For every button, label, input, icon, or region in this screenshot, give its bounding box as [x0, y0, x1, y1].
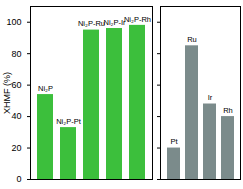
svg-text:XHMF (%): XHMF (%) — [2, 72, 12, 114]
svg-text:80: 80 — [11, 49, 21, 59]
svg-text:Ni₂P-Pt: Ni₂P-Pt — [56, 117, 81, 126]
svg-text:40: 40 — [11, 111, 21, 121]
svg-text:100: 100 — [6, 17, 21, 27]
svg-text:0: 0 — [16, 174, 21, 184]
svg-text:Ni₂P-Ir: Ni₂P-Ir — [103, 18, 126, 27]
svg-text:Ni₂P: Ni₂P — [38, 84, 53, 93]
svg-text:Ir: Ir — [208, 93, 213, 102]
svg-text:Pt: Pt — [170, 137, 178, 146]
svg-text:Rh: Rh — [223, 106, 233, 115]
svg-text:60: 60 — [11, 80, 21, 90]
svg-text:Ni₂P-Ru: Ni₂P-Ru — [78, 19, 105, 28]
svg-text:20: 20 — [11, 143, 21, 153]
svg-text:Ru: Ru — [187, 35, 197, 44]
svg-text:Ni₂P-Rh: Ni₂P-Rh — [124, 15, 151, 24]
